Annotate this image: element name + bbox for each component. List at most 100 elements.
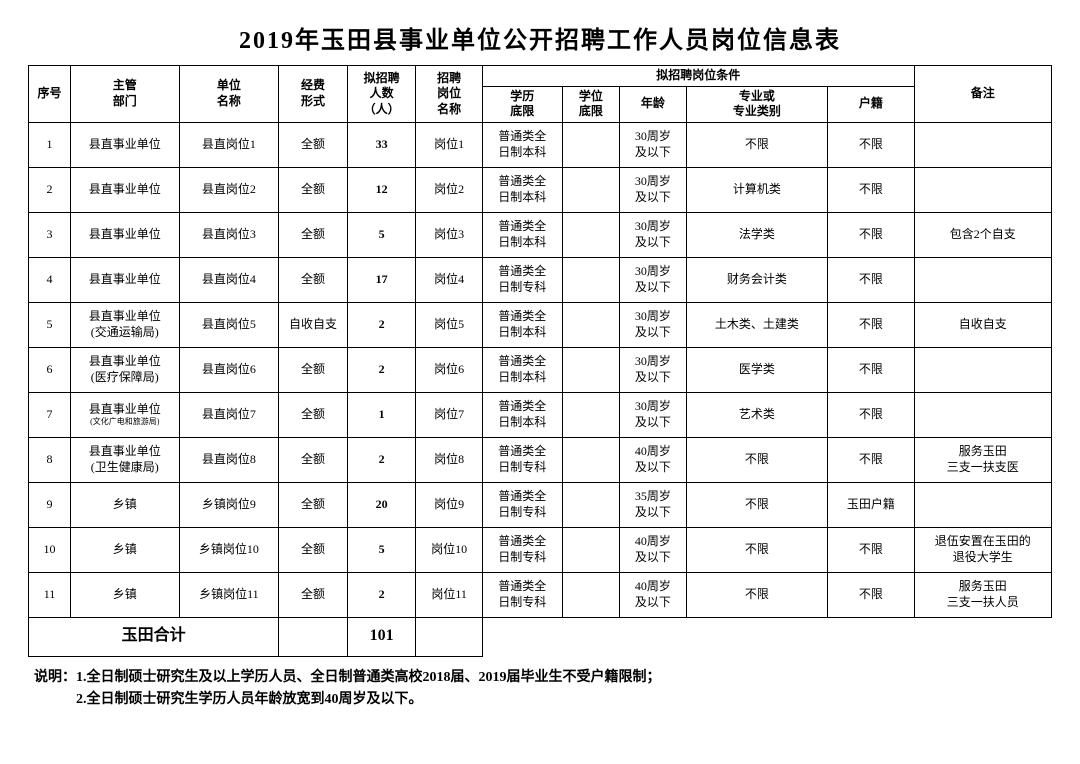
cell-major: 艺术类	[686, 392, 828, 437]
cell-major: 医学类	[686, 347, 828, 392]
cell-post: 岗位11	[416, 572, 482, 617]
cell-deg	[562, 257, 620, 302]
cell-n: 8	[29, 437, 71, 482]
cell-age: 30周岁及以下	[620, 347, 686, 392]
jobs-table: 序号 主管部门 单位名称 经费形式 拟招聘人数（人） 招聘岗位名称 拟招聘岗位条…	[28, 65, 1052, 657]
cell-num: 5	[347, 527, 416, 572]
cell-dept: 乡镇	[71, 527, 179, 572]
cell-note	[914, 167, 1051, 212]
cell-note: 服务玉田三支一扶支医	[914, 437, 1051, 482]
cell-hk: 玉田户籍	[828, 482, 914, 527]
total-blank-1	[279, 617, 348, 656]
cell-note	[914, 347, 1051, 392]
cell-major: 不限	[686, 482, 828, 527]
cell-n: 10	[29, 527, 71, 572]
cell-major: 不限	[686, 122, 828, 167]
cell-unit: 县直岗位2	[179, 167, 279, 212]
cell-post: 岗位1	[416, 122, 482, 167]
cell-hk: 不限	[828, 572, 914, 617]
cell-num: 33	[347, 122, 416, 167]
cell-n: 4	[29, 257, 71, 302]
cell-n: 11	[29, 572, 71, 617]
cell-note	[914, 392, 1051, 437]
cell-n: 2	[29, 167, 71, 212]
cell-post: 岗位3	[416, 212, 482, 257]
cell-fund: 全额	[279, 122, 348, 167]
cell-hk: 不限	[828, 302, 914, 347]
cell-num: 2	[347, 437, 416, 482]
cell-edu: 普通类全日制本科	[482, 347, 562, 392]
cell-dept: 县直事业单位(卫生健康局)	[71, 437, 179, 482]
cell-num: 2	[347, 347, 416, 392]
cell-major: 法学类	[686, 212, 828, 257]
cell-num: 20	[347, 482, 416, 527]
cell-note: 自收自支	[914, 302, 1051, 347]
col-deg: 学位底限	[562, 86, 620, 122]
table-row: 4县直事业单位县直岗位4全额17岗位4普通类全日制专科30周岁及以下财务会计类不…	[29, 257, 1052, 302]
cell-edu: 普通类全日制专科	[482, 437, 562, 482]
cell-n: 7	[29, 392, 71, 437]
cell-unit: 县直岗位6	[179, 347, 279, 392]
cell-unit: 乡镇岗位10	[179, 527, 279, 572]
cell-note: 包含2个自支	[914, 212, 1051, 257]
total-blank-2	[416, 617, 482, 656]
cell-age: 35周岁及以下	[620, 482, 686, 527]
table-row: 6县直事业单位(医疗保障局)县直岗位6全额2岗位6普通类全日制本科30周岁及以下…	[29, 347, 1052, 392]
cell-age: 30周岁及以下	[620, 257, 686, 302]
cell-edu: 普通类全日制本科	[482, 167, 562, 212]
cell-dept: 乡镇	[71, 482, 179, 527]
col-hk: 户籍	[828, 86, 914, 122]
col-unit: 单位名称	[179, 66, 279, 123]
cell-age: 40周岁及以下	[620, 572, 686, 617]
cell-fund: 全额	[279, 212, 348, 257]
cell-fund: 全额	[279, 167, 348, 212]
cell-deg	[562, 302, 620, 347]
cell-age: 40周岁及以下	[620, 437, 686, 482]
cell-num: 2	[347, 302, 416, 347]
cell-hk: 不限	[828, 122, 914, 167]
cell-hk: 不限	[828, 257, 914, 302]
cell-hk: 不限	[828, 167, 914, 212]
cell-major: 不限	[686, 437, 828, 482]
cell-post: 岗位5	[416, 302, 482, 347]
cell-post: 岗位2	[416, 167, 482, 212]
cell-n: 9	[29, 482, 71, 527]
cell-edu: 普通类全日制本科	[482, 392, 562, 437]
cell-major: 土木类、土建类	[686, 302, 828, 347]
cell-dept: 乡镇	[71, 572, 179, 617]
col-age: 年龄	[620, 86, 686, 122]
cell-major: 不限	[686, 572, 828, 617]
cell-edu: 普通类全日制专科	[482, 527, 562, 572]
cell-fund: 全额	[279, 527, 348, 572]
cell-dept: 县直事业单位	[71, 257, 179, 302]
cell-deg	[562, 437, 620, 482]
cell-age: 30周岁及以下	[620, 302, 686, 347]
cell-num: 1	[347, 392, 416, 437]
total-blank-3	[482, 617, 1051, 656]
cell-post: 岗位7	[416, 392, 482, 437]
cell-fund: 自收自支	[279, 302, 348, 347]
cell-num: 2	[347, 572, 416, 617]
cell-dept: 县直事业单位(交通运输局)	[71, 302, 179, 347]
col-dept: 主管部门	[71, 66, 179, 123]
notes: 说明：1.全日制硕士研究生及以上学历人员、全日制普通类高校2018届、2019届…	[28, 667, 1052, 712]
table-row: 10乡镇乡镇岗位10全额5岗位10普通类全日制专科40周岁及以下不限不限退伍安置…	[29, 527, 1052, 572]
cell-deg	[562, 527, 620, 572]
cell-major: 财务会计类	[686, 257, 828, 302]
cell-unit: 县直岗位3	[179, 212, 279, 257]
cell-unit: 县直岗位8	[179, 437, 279, 482]
cell-dept: 县直事业单位	[71, 122, 179, 167]
col-note: 备注	[914, 66, 1051, 123]
cell-age: 30周岁及以下	[620, 392, 686, 437]
cell-age: 30周岁及以下	[620, 212, 686, 257]
cell-note	[914, 122, 1051, 167]
cell-deg	[562, 572, 620, 617]
cell-edu: 普通类全日制本科	[482, 122, 562, 167]
cell-n: 5	[29, 302, 71, 347]
col-edu: 学历底限	[482, 86, 562, 122]
col-num: 拟招聘人数（人）	[347, 66, 416, 123]
cell-deg	[562, 167, 620, 212]
total-value: 101	[347, 617, 416, 656]
cell-note	[914, 257, 1051, 302]
cell-fund: 全额	[279, 572, 348, 617]
